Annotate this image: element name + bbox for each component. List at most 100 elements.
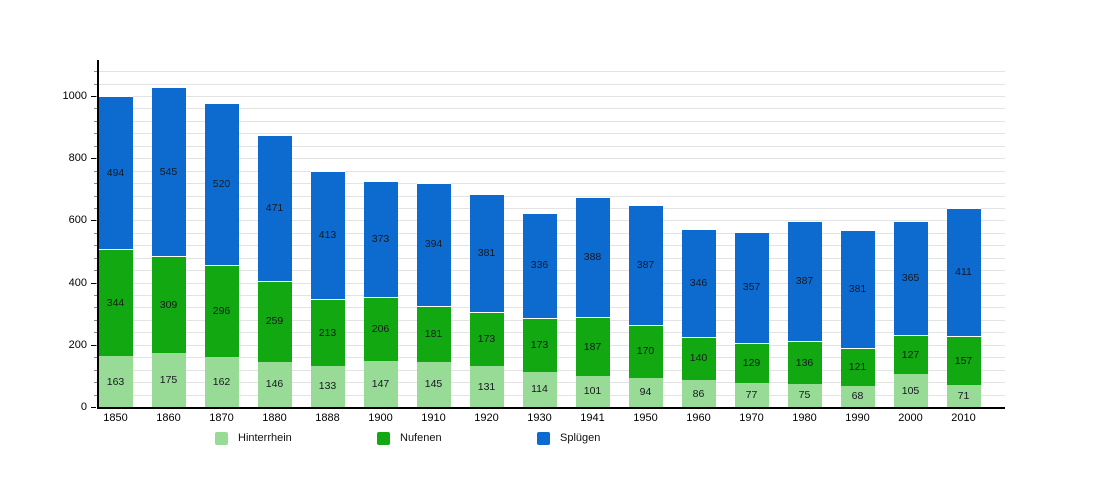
segment-value: 163 xyxy=(106,375,125,388)
segment-value: 413 xyxy=(318,229,337,242)
x-axis-label: 1930 xyxy=(527,412,552,424)
segment-value: 175 xyxy=(159,373,178,386)
segment-value: 373 xyxy=(371,233,390,246)
segment-nufenen xyxy=(628,324,663,378)
gridline xyxy=(99,208,1005,209)
segment-value: 346 xyxy=(689,276,708,289)
segment-value: 162 xyxy=(212,375,231,388)
x-axis-label: 1870 xyxy=(209,412,234,424)
segment-value: 121 xyxy=(848,361,867,374)
y-axis-tick xyxy=(91,283,96,284)
segment-value: 206 xyxy=(371,323,390,336)
segment-value: 86 xyxy=(692,387,705,400)
y-axis-tick xyxy=(91,407,96,408)
y-axis-tick xyxy=(91,220,96,221)
x-axis-label: 1980 xyxy=(792,412,817,424)
segment-value: 387 xyxy=(795,275,814,288)
segment-value: 170 xyxy=(636,345,655,358)
x-axis-label: 1941 xyxy=(580,412,605,424)
gridline xyxy=(99,108,1005,109)
gridline xyxy=(99,121,1005,122)
segment-value: 411 xyxy=(955,266,972,279)
segment-nufenen xyxy=(310,299,345,366)
segment-hinterrhein xyxy=(310,365,345,407)
x-axis-label: 1860 xyxy=(156,412,181,424)
segment-hinterrhein xyxy=(416,361,451,407)
x-axis-label: 1990 xyxy=(845,412,870,424)
x-axis-label: 1910 xyxy=(421,412,446,424)
segment-value: 127 xyxy=(901,348,920,361)
y-axis-minor-tick xyxy=(94,307,97,308)
segment-value: 77 xyxy=(745,389,758,402)
legend-swatch-icon xyxy=(215,431,228,445)
segment-splügen xyxy=(416,183,451,306)
segment-nufenen xyxy=(98,249,133,357)
y-axis-minor-tick xyxy=(94,171,97,172)
segment-splügen xyxy=(575,196,610,318)
y-axis-label: 800 xyxy=(68,152,87,165)
segment-value: 173 xyxy=(477,333,496,346)
segment-nufenen xyxy=(469,312,504,367)
segment-hinterrhein xyxy=(787,383,822,407)
segment-value: 336 xyxy=(530,259,549,272)
segment-value: 131 xyxy=(477,380,496,393)
gridline xyxy=(99,96,1005,97)
segment-value: 129 xyxy=(742,356,761,369)
x-axis-label: 1900 xyxy=(368,412,393,424)
y-axis-minor-tick xyxy=(94,108,97,109)
segment-value: 146 xyxy=(265,378,284,391)
y-axis-label: 400 xyxy=(68,276,87,289)
segment-value: 471 xyxy=(265,201,284,214)
segment-hinterrhein xyxy=(628,377,663,407)
segment-splügen xyxy=(893,221,928,335)
gridline xyxy=(99,171,1005,172)
segment-value: 75 xyxy=(798,389,811,402)
segment-value: 68 xyxy=(851,390,864,403)
y-axis-line xyxy=(97,60,99,409)
x-axis-label: 1970 xyxy=(739,412,764,424)
segment-nufenen xyxy=(946,336,981,385)
legend-label: Hinterrhein xyxy=(238,432,292,444)
segment-value: 133 xyxy=(318,380,337,393)
x-axis-label: 1888 xyxy=(315,412,340,424)
segment-hinterrhein xyxy=(151,352,186,407)
gridline xyxy=(99,71,1005,72)
segment-splügen xyxy=(787,221,822,342)
segment-splügen xyxy=(681,229,716,337)
gridline xyxy=(99,183,1005,184)
segment-value: 381 xyxy=(848,282,867,295)
segment-value: 357 xyxy=(742,281,761,294)
gridline xyxy=(99,146,1005,147)
x-axis-label: 2010 xyxy=(951,412,976,424)
segment-value: 101 xyxy=(583,385,602,398)
segment-splügen xyxy=(946,208,981,337)
y-axis-minor-tick xyxy=(94,233,97,234)
segment-splügen xyxy=(469,193,504,313)
segment-value: 136 xyxy=(795,356,814,369)
segment-value: 296 xyxy=(212,304,231,317)
legend-item-hinterrhein: Hinterrhein xyxy=(215,431,292,445)
y-axis-label: 1000 xyxy=(62,90,87,102)
segment-splügen xyxy=(257,134,292,282)
segment-value: 145 xyxy=(424,378,443,391)
segment-value: 394 xyxy=(424,238,443,251)
gridline xyxy=(99,84,1005,85)
segment-hinterrhein xyxy=(734,383,769,407)
y-axis-minor-tick xyxy=(94,332,97,333)
segment-hinterrhein xyxy=(257,361,292,407)
gridline xyxy=(99,133,1005,134)
segment-value: 309 xyxy=(159,298,178,311)
y-axis-minor-tick xyxy=(94,146,97,147)
segment-value: 94 xyxy=(639,386,652,399)
segment-splügen xyxy=(734,231,769,343)
segment-nufenen xyxy=(840,348,875,386)
y-axis-tick xyxy=(91,345,96,346)
segment-nufenen xyxy=(734,342,769,384)
segment-hinterrhein xyxy=(469,366,504,407)
y-axis-minor-tick xyxy=(94,121,97,122)
y-axis-tick xyxy=(91,158,96,159)
segment-value: 105 xyxy=(901,384,920,397)
segment-value: 520 xyxy=(212,177,231,190)
segment-hinterrhein xyxy=(575,375,610,407)
segment-splügen xyxy=(310,170,345,300)
